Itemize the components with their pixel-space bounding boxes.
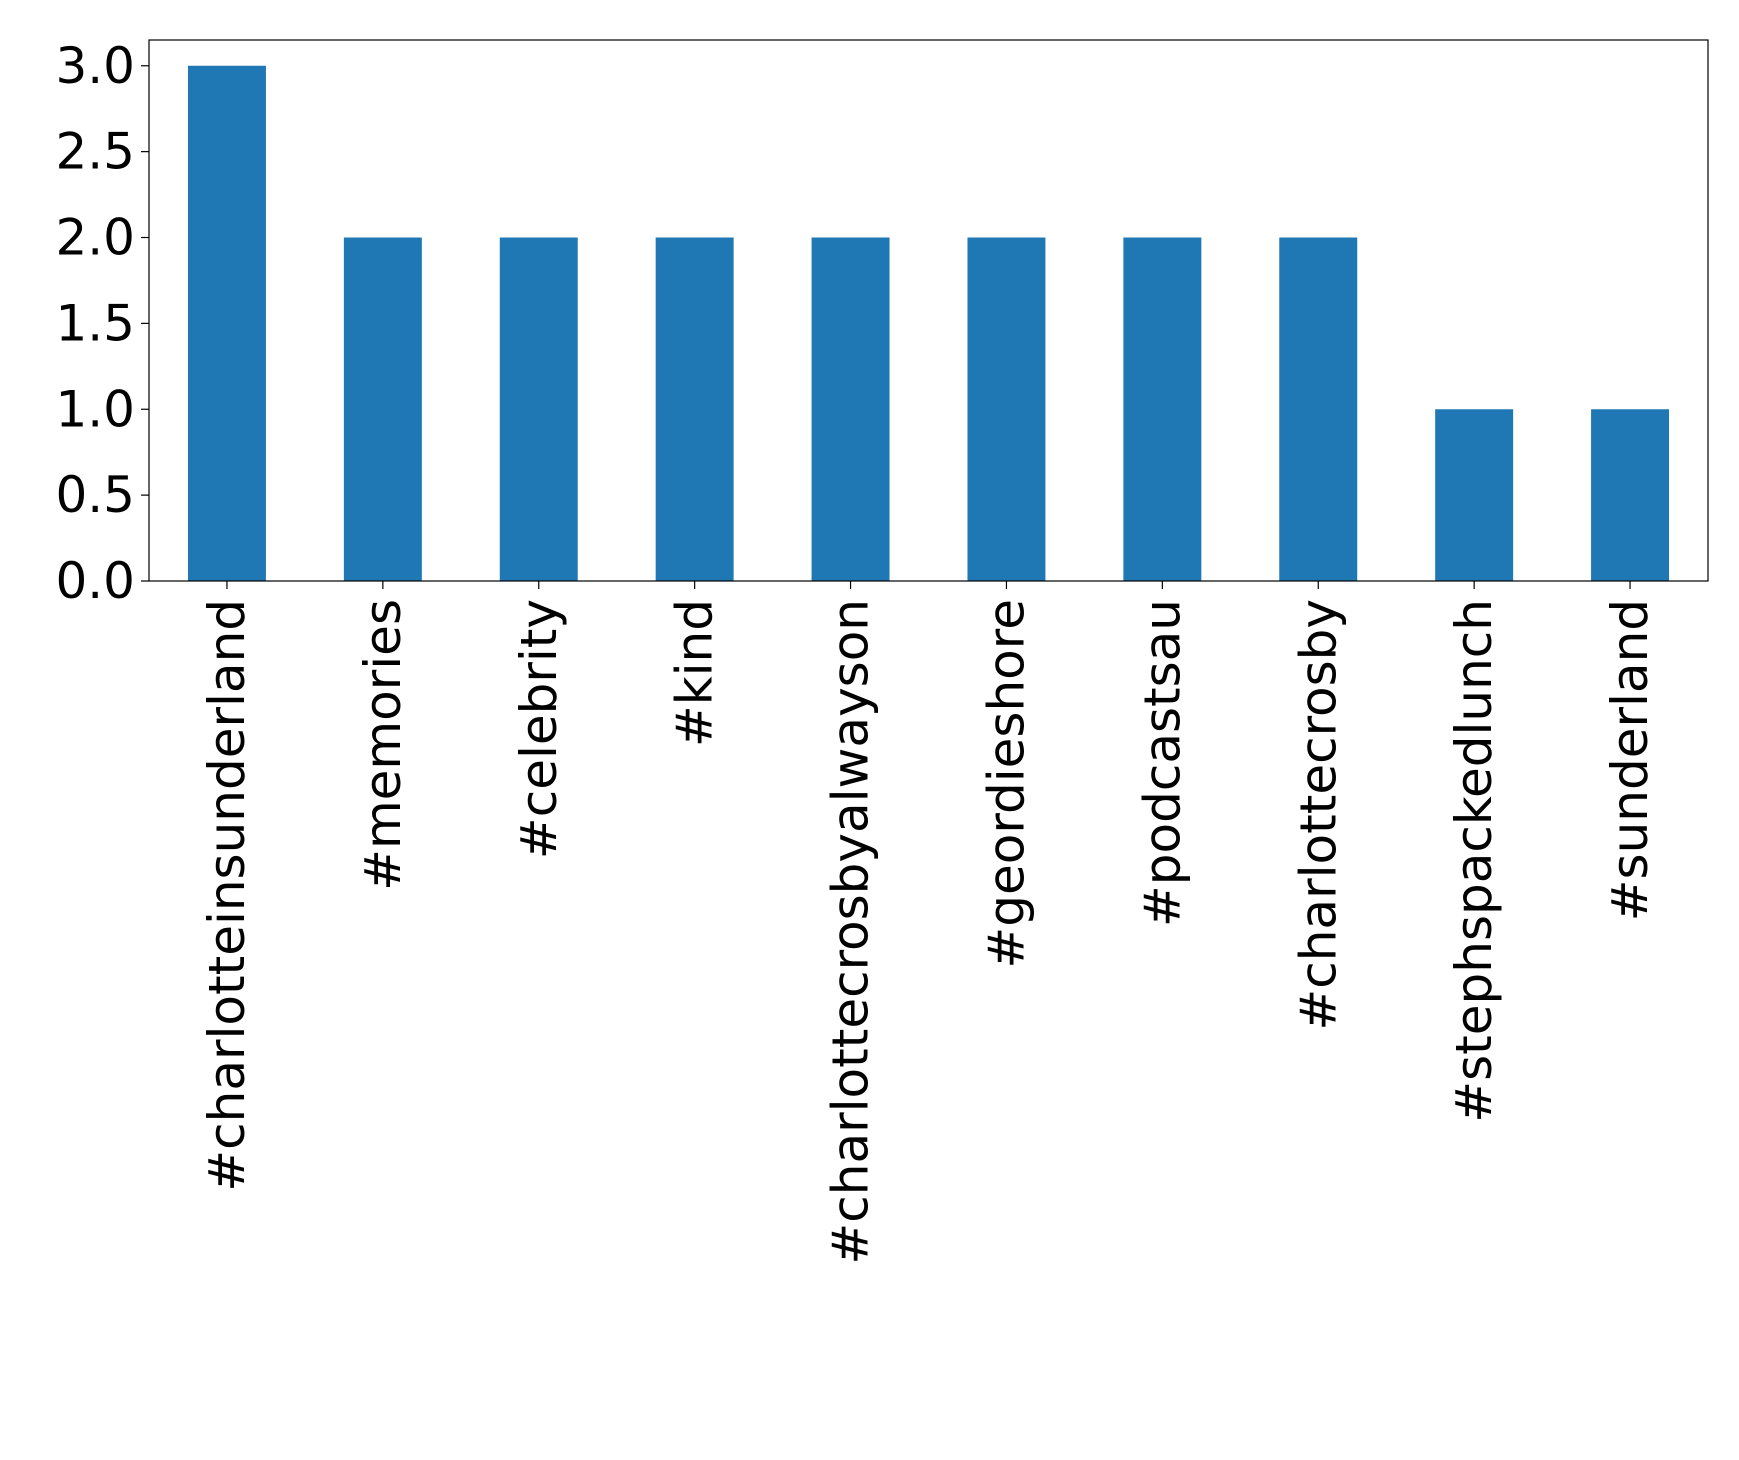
y-tick-label: 2.0	[55, 209, 135, 267]
bar	[1279, 237, 1358, 581]
bar	[655, 237, 734, 581]
x-tick-label: #charlotteinsunderland	[198, 599, 256, 1192]
bar	[499, 237, 578, 581]
bar	[1435, 409, 1514, 581]
x-tick-label: #podcastsau	[1133, 599, 1191, 927]
x-tick-label: #stephspackedlunch	[1445, 599, 1503, 1123]
x-tick-label: #kind	[666, 599, 724, 747]
x-tick-label: #celebrity	[510, 599, 568, 859]
x-tick-label: #charlottecrosby	[1289, 599, 1347, 1031]
x-tick-label: #charlottecrosbyalwayson	[822, 599, 880, 1265]
y-tick-label: 1.0	[55, 380, 135, 438]
bar	[1591, 409, 1670, 581]
bar	[187, 65, 266, 581]
y-tick-label: 2.5	[55, 123, 135, 181]
x-tick-label: #sunderland	[1601, 599, 1659, 921]
bar	[811, 237, 890, 581]
y-tick-label: 3.0	[55, 37, 135, 95]
plot-frame	[148, 39, 1709, 582]
bar	[1123, 237, 1202, 581]
y-tick-label: 0.0	[55, 552, 135, 610]
bar	[343, 237, 422, 581]
y-tick-label: 0.5	[55, 466, 135, 524]
x-tick-label: #geordieshore	[977, 599, 1035, 969]
bar	[967, 237, 1046, 581]
y-tick-label: 1.5	[55, 294, 135, 352]
x-tick-label: #memories	[354, 599, 412, 891]
